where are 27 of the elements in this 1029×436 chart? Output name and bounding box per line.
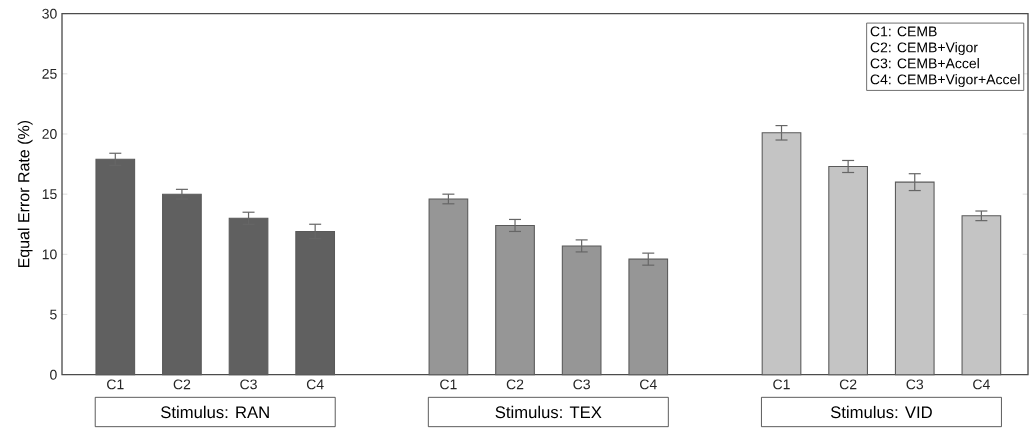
x-tick-label: C4 [306,379,324,390]
x-tick-label: C1 [107,379,124,390]
y-tick-label: 20 [42,129,57,139]
x-tick-label: C3 [573,379,590,390]
x-tick-label: C4 [973,379,990,390]
x-tick-label: C2 [839,379,857,390]
y-tick-label: 25 [42,68,57,79]
text: Stimulus: RAN [161,405,269,419]
text: Stimulus: TEX [495,405,602,419]
y-tick-label: 15 [42,189,57,200]
x-tick-label: C1 [773,379,790,390]
y-axis-title: Equal Error Rate (%) [17,120,33,268]
y-tick-label: 5 [50,309,57,320]
y-tick-label: 10 [42,249,57,260]
x-tick-label: C3 [906,379,924,390]
annotation: C2: CEMB+Vigor [870,42,978,56]
x-tick-label: C4 [640,379,657,390]
x-tick-label: C1 [440,379,457,390]
annotation: C4: CEMB+Vigor+Accel [870,74,1020,88]
y-tick-label: 30 [42,8,57,19]
x-tick-label: C3 [240,379,257,390]
y-tick-label: 0 [50,369,57,380]
annotation: C1: CEMB [870,26,937,37]
annotation: C3: CEMB+Accel [870,58,979,69]
x-tick-label: C2 [173,379,191,390]
x-tick-label: C2 [506,379,524,390]
text: Stimulus: VID [830,405,932,419]
